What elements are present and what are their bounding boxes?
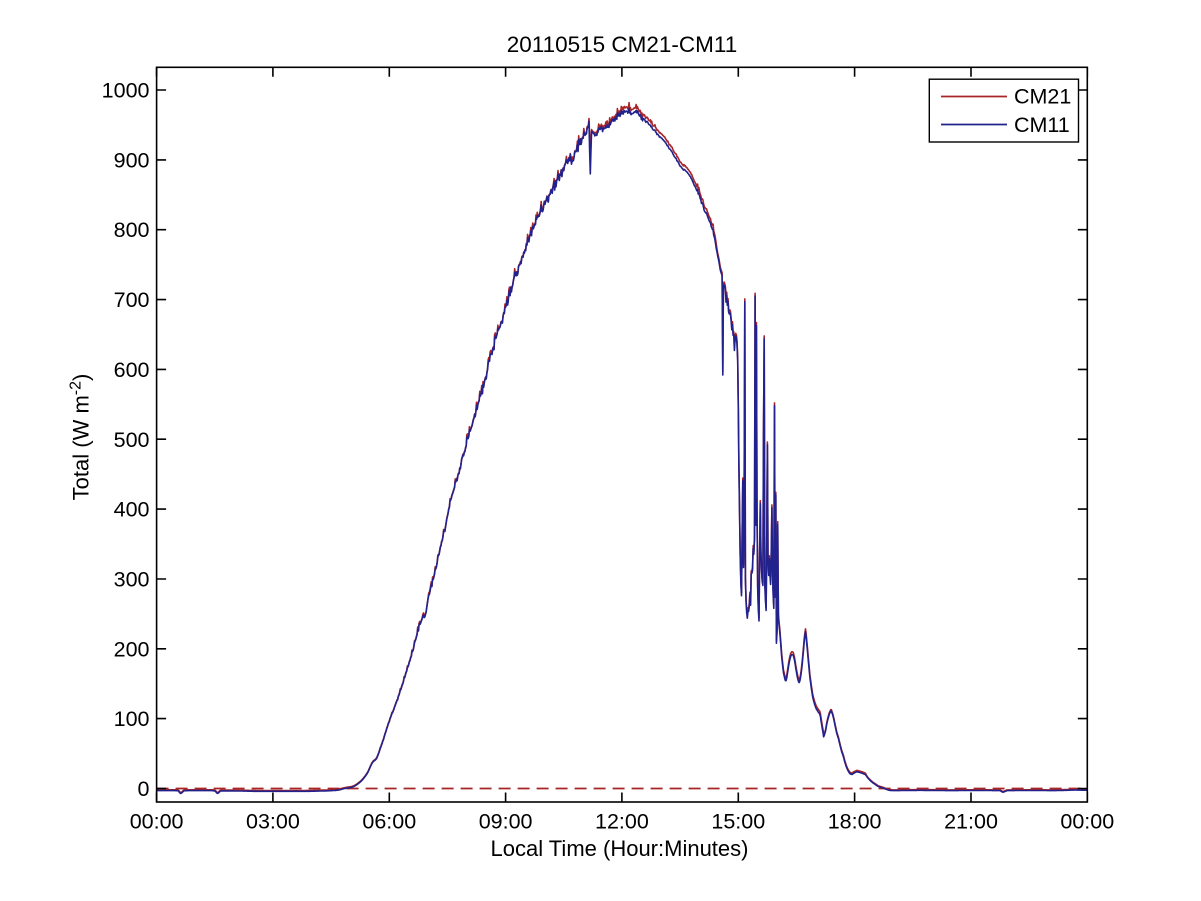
svg-text:100: 100 bbox=[114, 707, 150, 731]
svg-text:200: 200 bbox=[114, 637, 150, 661]
svg-text:Local Time (Hour:Minutes): Local Time (Hour:Minutes) bbox=[491, 836, 749, 861]
svg-text:00:00: 00:00 bbox=[130, 810, 184, 834]
svg-text:20110515 CM21-CM11: 20110515 CM21-CM11 bbox=[507, 32, 738, 57]
svg-text:00:00: 00:00 bbox=[1060, 810, 1114, 834]
svg-text:500: 500 bbox=[114, 428, 150, 452]
svg-text:600: 600 bbox=[114, 358, 150, 382]
svg-text:900: 900 bbox=[114, 148, 150, 172]
svg-text:09:00: 09:00 bbox=[479, 810, 533, 834]
svg-text:03:00: 03:00 bbox=[246, 810, 300, 834]
svg-text:15:00: 15:00 bbox=[711, 810, 765, 834]
svg-text:18:00: 18:00 bbox=[828, 810, 882, 834]
svg-text:21:00: 21:00 bbox=[944, 810, 998, 834]
svg-text:CM21: CM21 bbox=[1014, 85, 1071, 109]
svg-text:12:00: 12:00 bbox=[595, 810, 649, 834]
svg-text:1000: 1000 bbox=[102, 79, 150, 103]
svg-text:0: 0 bbox=[138, 777, 150, 801]
svg-text:CM11: CM11 bbox=[1014, 113, 1070, 137]
svg-text:300: 300 bbox=[114, 568, 150, 592]
svg-text:06:00: 06:00 bbox=[362, 810, 416, 834]
svg-text:400: 400 bbox=[114, 498, 150, 522]
svg-text:700: 700 bbox=[114, 288, 150, 312]
svg-text:800: 800 bbox=[114, 218, 150, 242]
